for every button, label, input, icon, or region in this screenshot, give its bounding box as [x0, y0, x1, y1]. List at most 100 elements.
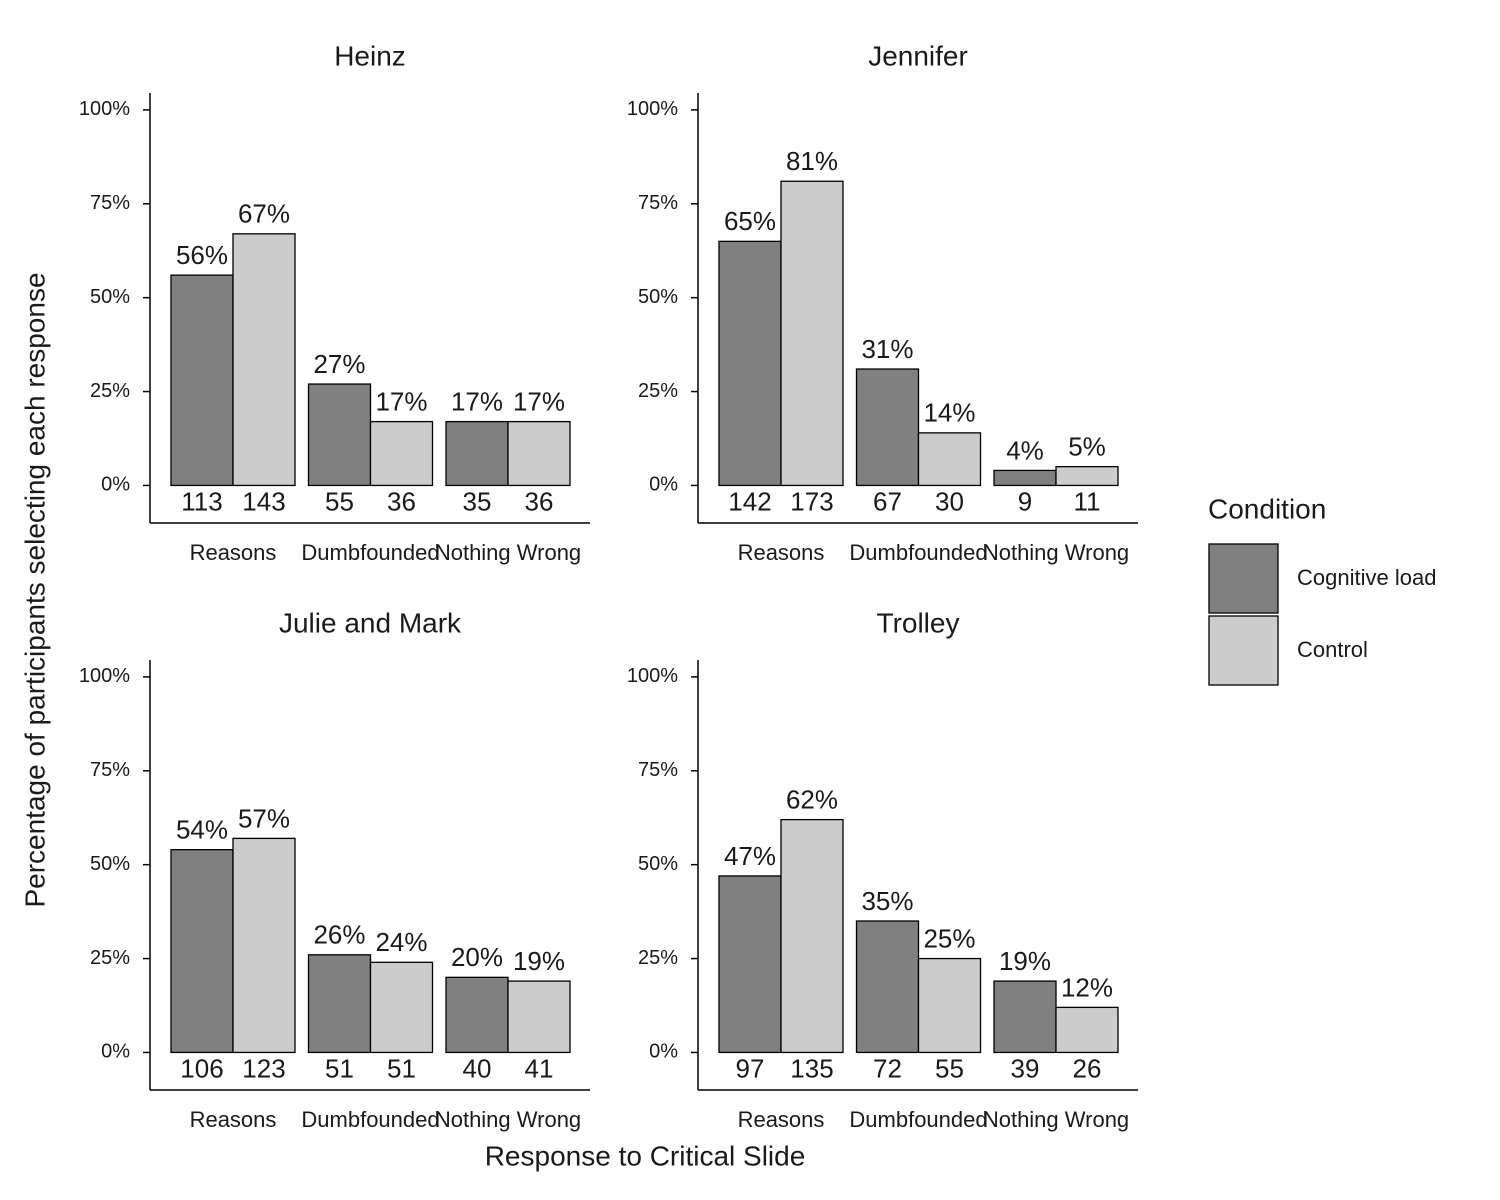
- count-label: 35: [463, 486, 492, 516]
- panel-title: Trolley: [877, 607, 960, 638]
- value-label: 56%: [176, 240, 228, 270]
- bar: [369, 420, 434, 487]
- value-label: 57%: [238, 803, 290, 833]
- x-tick-label: Nothing Wrong: [435, 1107, 581, 1132]
- value-label: 26%: [313, 920, 365, 950]
- bar: [917, 957, 982, 1054]
- y-tick-label: 25%: [90, 947, 130, 969]
- bar: [993, 469, 1057, 487]
- y-tick-label: 0%: [101, 1041, 130, 1063]
- bar: [780, 180, 844, 487]
- bar: [445, 976, 509, 1054]
- bar: [170, 274, 234, 487]
- legend-key: [1208, 615, 1279, 686]
- count-label: 41: [525, 1053, 554, 1083]
- count-label: 39: [1011, 1053, 1040, 1083]
- legend-label: Cognitive load: [1297, 565, 1436, 590]
- count-label: 9: [1018, 486, 1032, 516]
- value-label: 20%: [451, 942, 503, 972]
- x-tick-label: Nothing Wrong: [435, 540, 581, 565]
- value-label: 27%: [313, 349, 365, 379]
- y-tick-label: 0%: [101, 474, 130, 496]
- count-label: 30: [935, 486, 964, 516]
- x-tick-label: Reasons: [190, 540, 277, 565]
- bar: [993, 980, 1057, 1054]
- value-label: 12%: [1061, 972, 1113, 1002]
- legend-label: Control: [1297, 637, 1368, 662]
- count-label: 135: [790, 1053, 833, 1083]
- bar: [917, 432, 982, 487]
- y-tick-label: 100%: [79, 98, 130, 120]
- y-tick-label: 75%: [90, 759, 130, 781]
- x-tick-label: Dumbfounded: [849, 540, 987, 565]
- legend-key: [1208, 543, 1279, 614]
- y-tick-label: 50%: [90, 286, 130, 308]
- value-label: 31%: [861, 334, 913, 364]
- count-label: 26: [1073, 1053, 1102, 1083]
- bar: [855, 368, 920, 487]
- bar: [855, 920, 920, 1054]
- y-tick-label: 50%: [638, 853, 678, 875]
- y-tick-label: 100%: [627, 665, 678, 687]
- value-label: 17%: [513, 386, 565, 416]
- y-tick-label: 75%: [638, 759, 678, 781]
- value-label: 14%: [923, 398, 975, 428]
- y-tick-label: 75%: [638, 192, 678, 214]
- count-label: 97: [736, 1053, 765, 1083]
- y-tick-label: 100%: [79, 665, 130, 687]
- value-label: 65%: [724, 206, 776, 236]
- bar: [718, 875, 782, 1054]
- value-label: 81%: [786, 146, 838, 176]
- count-label: 36: [525, 486, 554, 516]
- x-tick-label: Reasons: [738, 540, 825, 565]
- y-axis-label: Percentage of participants selecting eac…: [19, 272, 50, 907]
- count-label: 51: [325, 1053, 354, 1083]
- value-label: 35%: [861, 886, 913, 916]
- count-label: 51: [387, 1053, 416, 1083]
- bar: [232, 233, 296, 487]
- count-label: 55: [935, 1053, 964, 1083]
- count-label: 173: [790, 486, 833, 516]
- value-label: 19%: [999, 946, 1051, 976]
- x-axis-label: Response to Critical Slide: [485, 1140, 806, 1171]
- x-tick-label: Dumbfounded: [849, 1107, 987, 1132]
- x-tick-label: Nothing Wrong: [983, 1107, 1129, 1132]
- panel-title: Jennifer: [868, 40, 968, 71]
- bar: [232, 837, 296, 1054]
- x-tick-label: Reasons: [738, 1107, 825, 1132]
- bar: [507, 980, 571, 1054]
- bar: [307, 383, 372, 487]
- value-label: 17%: [451, 386, 503, 416]
- count-label: 113: [181, 486, 222, 516]
- count-label: 142: [728, 486, 771, 516]
- y-tick-label: 0%: [649, 1041, 678, 1063]
- value-label: 17%: [375, 386, 427, 416]
- count-label: 123: [242, 1053, 285, 1083]
- value-label: 25%: [923, 923, 975, 953]
- x-tick-label: Nothing Wrong: [983, 540, 1129, 565]
- bar: [1055, 466, 1119, 487]
- value-label: 4%: [1006, 435, 1044, 465]
- y-tick-label: 75%: [90, 192, 130, 214]
- value-label: 67%: [238, 199, 290, 229]
- count-label: 40: [463, 1053, 492, 1083]
- y-tick-label: 100%: [627, 98, 678, 120]
- bar: [718, 240, 782, 487]
- x-tick-label: Dumbfounded: [301, 1107, 439, 1132]
- x-tick-label: Reasons: [190, 1107, 277, 1132]
- bar: [170, 849, 234, 1054]
- value-label: 54%: [176, 815, 228, 845]
- count-label: 143: [242, 486, 285, 516]
- y-tick-label: 50%: [90, 853, 130, 875]
- value-label: 19%: [513, 946, 565, 976]
- value-label: 47%: [724, 841, 776, 871]
- value-label: 24%: [375, 927, 427, 957]
- bar: [445, 420, 509, 487]
- x-tick-label: Dumbfounded: [301, 540, 439, 565]
- y-tick-label: 0%: [649, 474, 678, 496]
- y-tick-label: 25%: [638, 380, 678, 402]
- panel-title: Julie and Mark: [279, 607, 462, 638]
- bar: [307, 954, 372, 1054]
- bar: [780, 818, 844, 1054]
